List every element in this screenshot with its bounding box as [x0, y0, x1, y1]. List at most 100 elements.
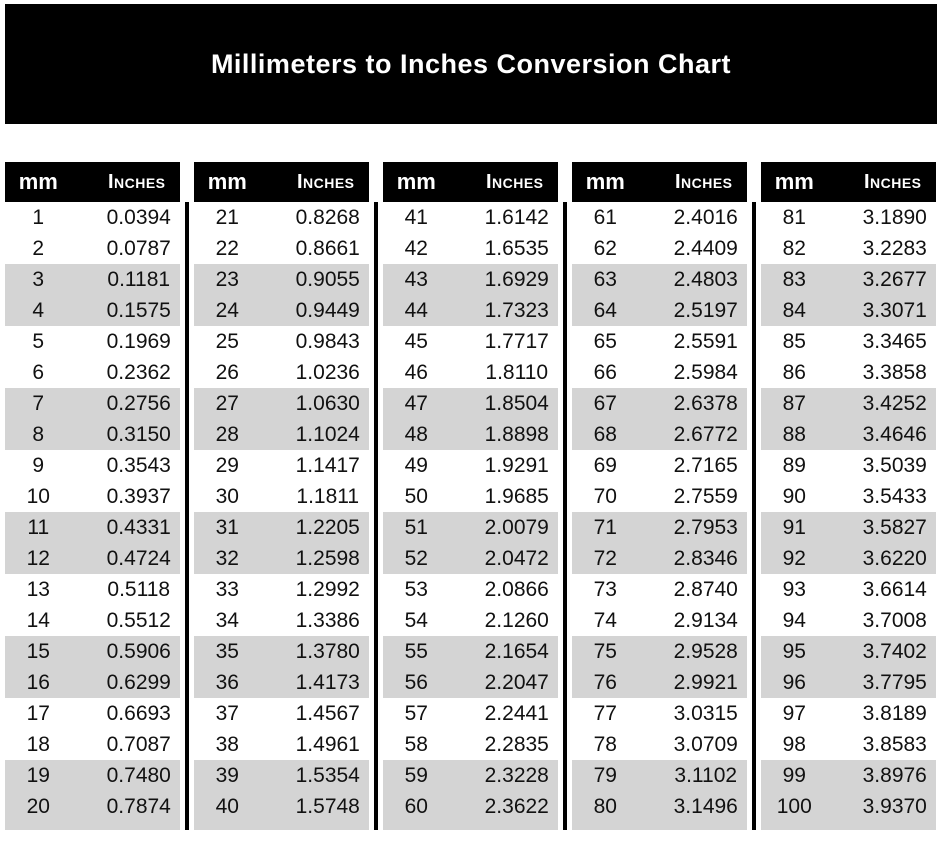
inches-value: 1.6142 [484, 205, 549, 229]
conversion-subtable: mm Inches 21 0.8268 22 0.8661 23 0.9055 … [194, 162, 369, 830]
column-divider [180, 162, 194, 830]
mm-value: 32 [215, 546, 239, 570]
subtable-body: 61 2.4016 62 2.4409 63 2.4803 64 2.5197 … [572, 202, 747, 830]
table-row: 83 3.2677 [761, 264, 936, 295]
mm-value: 39 [215, 763, 239, 787]
inches-column-header: Inches [107, 170, 166, 193]
table-row: 38 1.4961 [194, 729, 369, 760]
table-row: 30 1.1811 [194, 481, 369, 512]
mm-value: 87 [782, 391, 806, 415]
inches-value: 3.8976 [862, 763, 927, 787]
inches-value: 3.0315 [673, 701, 738, 725]
inches-value: 2.2047 [484, 670, 549, 694]
table-row: 84 3.3071 [761, 295, 936, 326]
conversion-subtable: mm Inches 41 1.6142 42 1.6535 43 1.6929 … [383, 162, 558, 830]
mm-value: 14 [26, 608, 50, 632]
table-row: 6 0.2362 [5, 357, 180, 388]
inches-value: 0.2362 [106, 360, 171, 384]
mm-value: 7 [32, 391, 45, 415]
inches-value: 2.1260 [484, 608, 549, 632]
stripe-filler [572, 822, 747, 830]
table-row: 53 2.0866 [383, 574, 558, 605]
table-row: 65 2.5591 [572, 326, 747, 357]
mm-value: 63 [593, 267, 617, 291]
mm-value: 41 [404, 205, 428, 229]
mm-value: 55 [404, 639, 428, 663]
inches-value: 1.0630 [295, 391, 360, 415]
subtable-body: 1 0.0394 2 0.0787 3 0.1181 4 0.1575 5 0.… [5, 202, 180, 830]
inches-value: 1.9291 [484, 453, 549, 477]
mm-value: 89 [782, 453, 806, 477]
inches-value: 3.9370 [862, 794, 927, 818]
inches-value: 3.1496 [673, 794, 738, 818]
table-row: 31 1.2205 [194, 512, 369, 543]
mm-value: 52 [404, 546, 428, 570]
table-row: 10 0.3937 [5, 481, 180, 512]
inches-value: 1.4961 [295, 732, 360, 756]
mm-value: 54 [404, 608, 428, 632]
mm-value: 67 [593, 391, 617, 415]
mm-value: 1 [32, 205, 45, 229]
mm-value: 99 [782, 763, 806, 787]
inches-value: 2.4016 [673, 205, 738, 229]
table-row: 45 1.7717 [383, 326, 558, 357]
table-row: 92 3.6220 [761, 543, 936, 574]
inches-value: 2.8346 [673, 546, 738, 570]
table-row: 72 2.8346 [572, 543, 747, 574]
inches-value: 0.5512 [106, 608, 171, 632]
column-divider [558, 162, 572, 830]
table-row: 18 0.7087 [5, 729, 180, 760]
table-row: 71 2.7953 [572, 512, 747, 543]
inches-value: 2.7953 [673, 515, 738, 539]
inches-value: 0.5906 [106, 639, 171, 663]
inches-value: 1.2992 [295, 577, 360, 601]
table-row: 57 2.2441 [383, 698, 558, 729]
inches-value: 1.4173 [295, 670, 360, 694]
mm-value: 43 [404, 267, 428, 291]
mm-value: 77 [593, 701, 617, 725]
table-row: 41 1.6142 [383, 202, 558, 233]
subtable-body: 81 3.1890 82 3.2283 83 3.2677 84 3.3071 … [761, 202, 936, 830]
mm-value: 88 [782, 422, 806, 446]
mm-value: 73 [593, 577, 617, 601]
table-row: 75 2.9528 [572, 636, 747, 667]
table-row: 87 3.4252 [761, 388, 936, 419]
mm-value: 21 [215, 205, 239, 229]
inches-value: 1.8898 [484, 422, 549, 446]
mm-value: 93 [782, 577, 806, 601]
mm-value: 23 [215, 267, 239, 291]
inches-value: 2.6772 [673, 422, 738, 446]
table-row: 24 0.9449 [194, 295, 369, 326]
mm-value: 46 [404, 360, 428, 384]
inches-value: 3.8189 [862, 701, 927, 725]
inches-value: 2.3622 [484, 794, 549, 818]
table-row: 48 1.8898 [383, 419, 558, 450]
table-row: 35 1.3780 [194, 636, 369, 667]
mm-value: 56 [404, 670, 428, 694]
mm-value: 70 [593, 484, 617, 508]
mm-value: 25 [215, 329, 239, 353]
inches-value: 2.0472 [484, 546, 549, 570]
table-row: 66 2.5984 [572, 357, 747, 388]
stripe-filler [5, 822, 180, 830]
divider-line [563, 202, 567, 830]
table-row: 56 2.2047 [383, 667, 558, 698]
inches-value: 0.1181 [107, 267, 171, 291]
mm-value: 66 [593, 360, 617, 384]
inches-value: 3.5039 [862, 453, 927, 477]
table-row: 25 0.9843 [194, 326, 369, 357]
inches-value: 0.8268 [295, 205, 360, 229]
mm-column-header: mm [18, 169, 58, 194]
inches-column-header: Inches [485, 170, 544, 193]
inches-value: 2.5984 [673, 360, 738, 384]
mm-value: 80 [593, 794, 617, 818]
inches-value: 0.1969 [106, 329, 171, 353]
inches-value: 2.0866 [484, 577, 549, 601]
table-row: 88 3.4646 [761, 419, 936, 450]
table-row: 34 1.3386 [194, 605, 369, 636]
conversion-subtable: mm Inches 1 0.0394 2 0.0787 3 0.1181 4 0… [5, 162, 180, 830]
mm-value: 95 [782, 639, 806, 663]
inches-value: 3.5827 [862, 515, 927, 539]
table-row: 28 1.1024 [194, 419, 369, 450]
table-row: 26 1.0236 [194, 357, 369, 388]
